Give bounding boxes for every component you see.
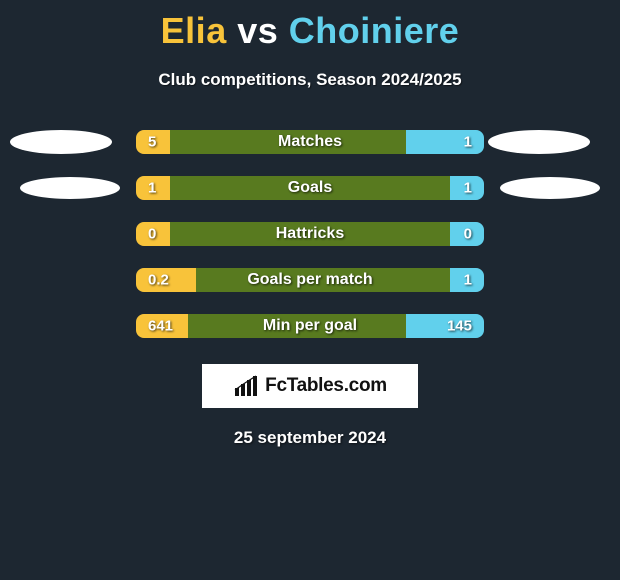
- metrics-container: 51Matches 11Goals 00Hattricks 0.21Goals per…: [0, 130, 620, 338]
- date-label: 25 september 2024: [0, 428, 620, 448]
- metric-label: Min per goal: [136, 317, 484, 335]
- metric-row: 51Matches: [0, 130, 620, 154]
- marker-ellipse-left: [10, 130, 112, 154]
- metric-row: 11Goals: [0, 176, 620, 200]
- logo-box: FcTables.com: [202, 364, 418, 408]
- comparison-title: Elia vs Choiniere: [0, 0, 620, 52]
- logo-text: FcTables.com: [265, 375, 387, 397]
- barchart-icon: [233, 374, 261, 398]
- marker-ellipse-right: [500, 177, 600, 199]
- vs-separator: vs: [237, 10, 278, 51]
- metric-label: Goals: [136, 179, 484, 197]
- marker-ellipse-right: [488, 130, 590, 154]
- metric-row: 00Hattricks: [0, 222, 620, 246]
- metric-label: Hattricks: [136, 225, 484, 243]
- player1-name: Elia: [161, 10, 227, 51]
- player2-name: Choiniere: [289, 10, 460, 51]
- metric-label: Goals per match: [136, 271, 484, 289]
- marker-ellipse-left: [20, 177, 120, 199]
- metric-row: 0.21Goals per match: [0, 268, 620, 292]
- metric-label: Matches: [136, 133, 484, 151]
- subtitle: Club competitions, Season 2024/2025: [0, 70, 620, 90]
- metric-row: 641145Min per goal: [0, 314, 620, 338]
